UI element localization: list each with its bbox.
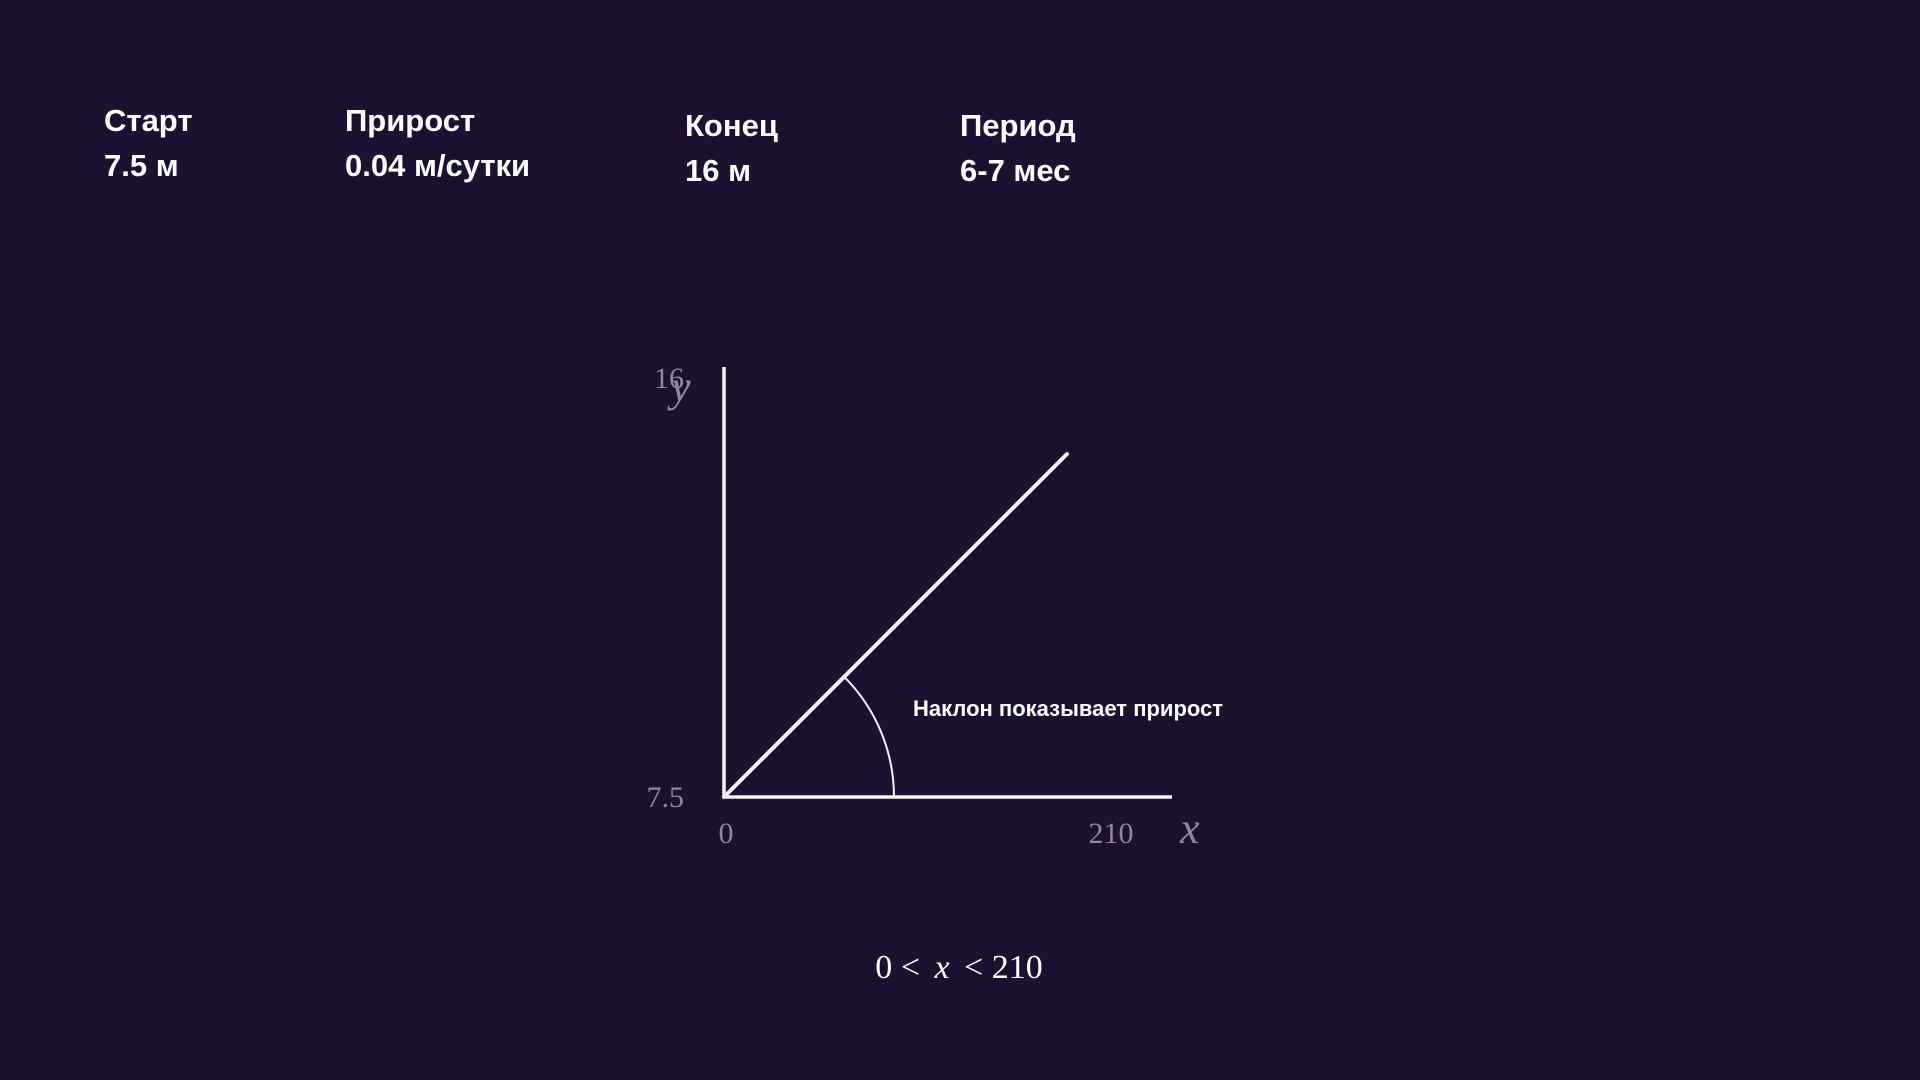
x-axis-name: x <box>1179 804 1200 853</box>
series-line-0 <box>722 452 1069 799</box>
stat-end-label: Конец <box>685 108 778 143</box>
stat-growth-label: Прирост <box>345 103 476 138</box>
y-axis-name: y <box>667 362 691 411</box>
stat-growth-value: 0.04 м/сутки <box>345 148 531 183</box>
slope-angle-arc <box>843 676 895 798</box>
stat-start-value: 7.5 м <box>104 148 179 183</box>
domain-caption-right: < 210 <box>964 949 1043 986</box>
stat-end-value: 16 м <box>685 153 752 188</box>
domain-caption-var: x <box>933 949 949 986</box>
slope-annotation: Наклон показывает прирост <box>913 696 1223 721</box>
stat-period: Период 6-7 мес <box>960 103 1076 193</box>
stat-growth: Прирост 0.04 м/сутки <box>345 98 530 188</box>
y-tick-label-1: 16 <box>654 362 684 395</box>
stat-period-value: 6-7 мес <box>960 153 1071 188</box>
y-tick-label-0: 7.5 <box>647 781 685 814</box>
stat-period-label: Период <box>960 108 1076 143</box>
stat-start-label: Старт <box>104 103 193 138</box>
domain-caption-left: 0 < <box>875 949 920 986</box>
x-tick-label-0: 0 <box>719 817 734 850</box>
x-tick-label-1: 210 <box>1089 817 1134 850</box>
stat-start: Старт 7.5 м <box>104 98 193 188</box>
domain-caption: 0 < x < 210 <box>875 949 1042 986</box>
stat-end: Конец 16 м <box>685 103 778 193</box>
